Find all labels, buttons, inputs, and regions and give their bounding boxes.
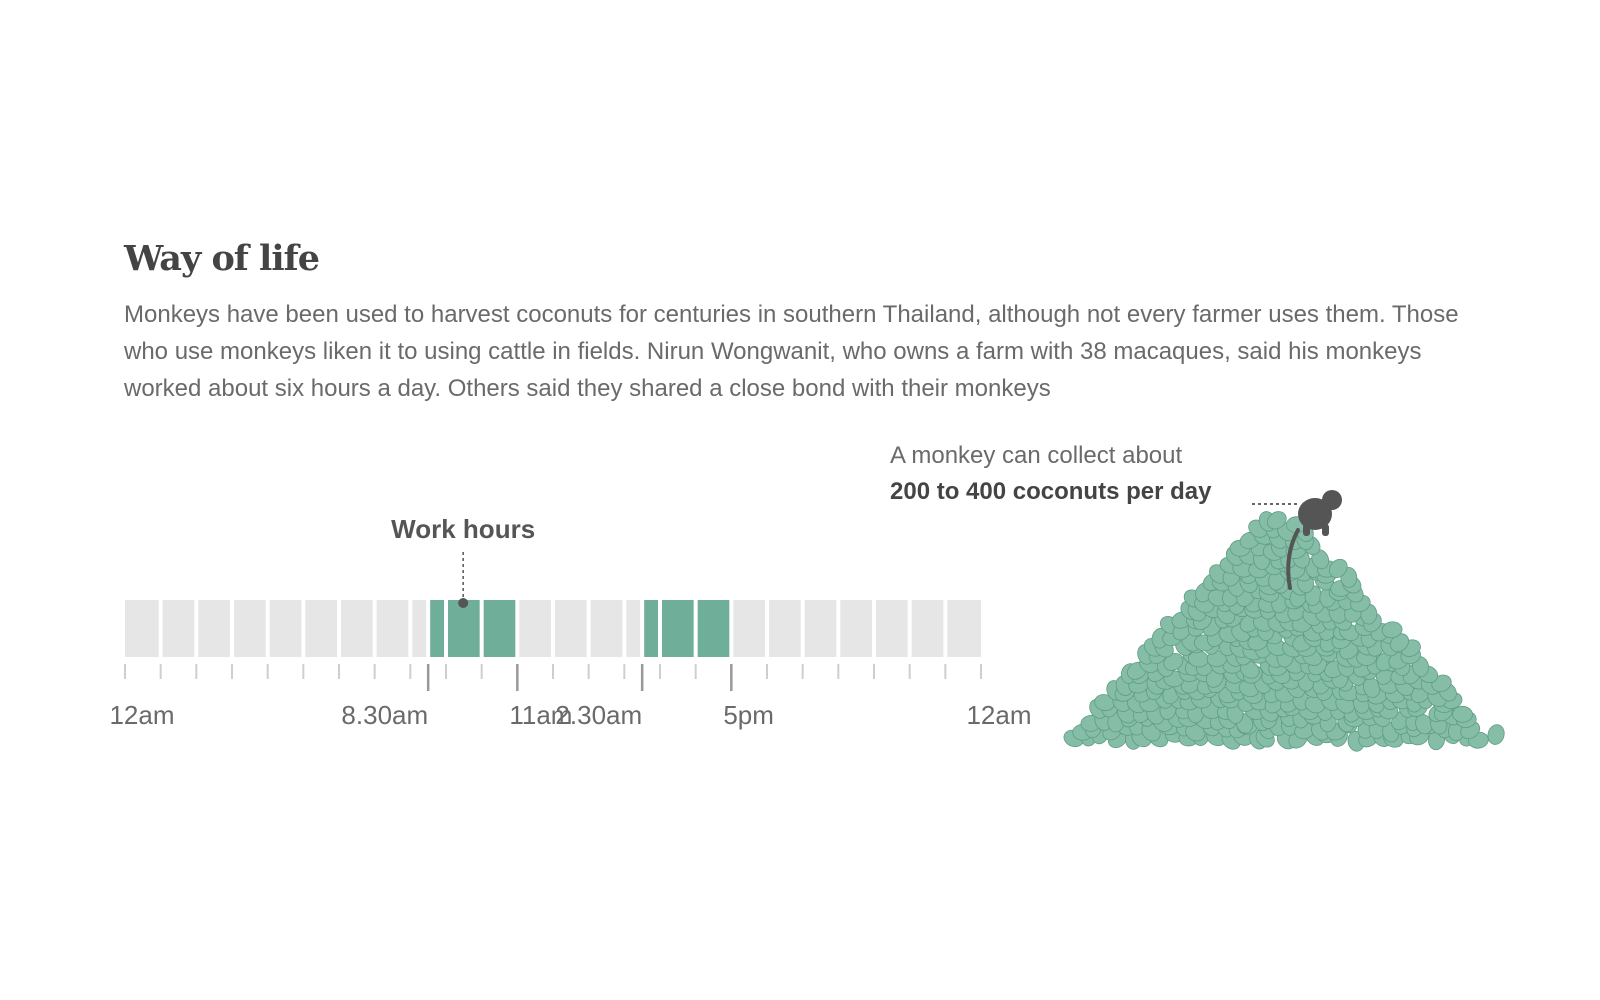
- hour-cell: [553, 600, 589, 657]
- tick-label: 8.30am: [341, 700, 428, 730]
- hour-cell: [374, 600, 411, 657]
- coconut: [1487, 724, 1505, 745]
- tick-label: 12am: [966, 700, 1031, 730]
- hour-cell: [196, 600, 232, 657]
- intro-paragraph: Monkeys have been used to harvest coconu…: [124, 301, 1459, 402]
- tick-label: 11am: [509, 700, 572, 730]
- coconut-fact-highlight: 200 to 400 coconuts per day: [890, 478, 1212, 505]
- coconut-pile: [1063, 511, 1505, 752]
- hour-cell: [874, 600, 910, 657]
- hour-cell: [160, 600, 197, 657]
- hour-cell: [945, 600, 981, 657]
- hour-cell: [802, 600, 839, 657]
- annotation-label: Work hours: [391, 514, 535, 544]
- coconut: [1452, 705, 1473, 723]
- coconut: [1328, 558, 1348, 579]
- coconut: [1267, 511, 1287, 530]
- hour-cell: [267, 600, 304, 657]
- work-period: [642, 600, 732, 657]
- annotation-dot: [458, 598, 469, 608]
- hour-cell: [339, 600, 375, 657]
- tick-label: 12am: [109, 700, 174, 730]
- hour-cell: [125, 600, 161, 657]
- monkey-icon: [1286, 490, 1342, 590]
- coconut-fact-intro: A monkey can collect about: [890, 442, 1183, 469]
- hour-cell: [232, 600, 268, 657]
- hour-cell: [767, 600, 803, 657]
- tick-label: 5pm: [723, 700, 774, 730]
- hour-cell: [588, 600, 625, 657]
- work-period: [428, 600, 518, 657]
- hour-cell: [909, 600, 946, 657]
- hour-cell: [303, 600, 339, 657]
- hour-cell: [731, 600, 767, 657]
- tick-label: 2.30am: [555, 700, 642, 730]
- hour-cell: [838, 600, 874, 657]
- coconut: [1381, 621, 1403, 639]
- hour-cell: [517, 600, 553, 657]
- page-title: Way of life: [124, 238, 320, 279]
